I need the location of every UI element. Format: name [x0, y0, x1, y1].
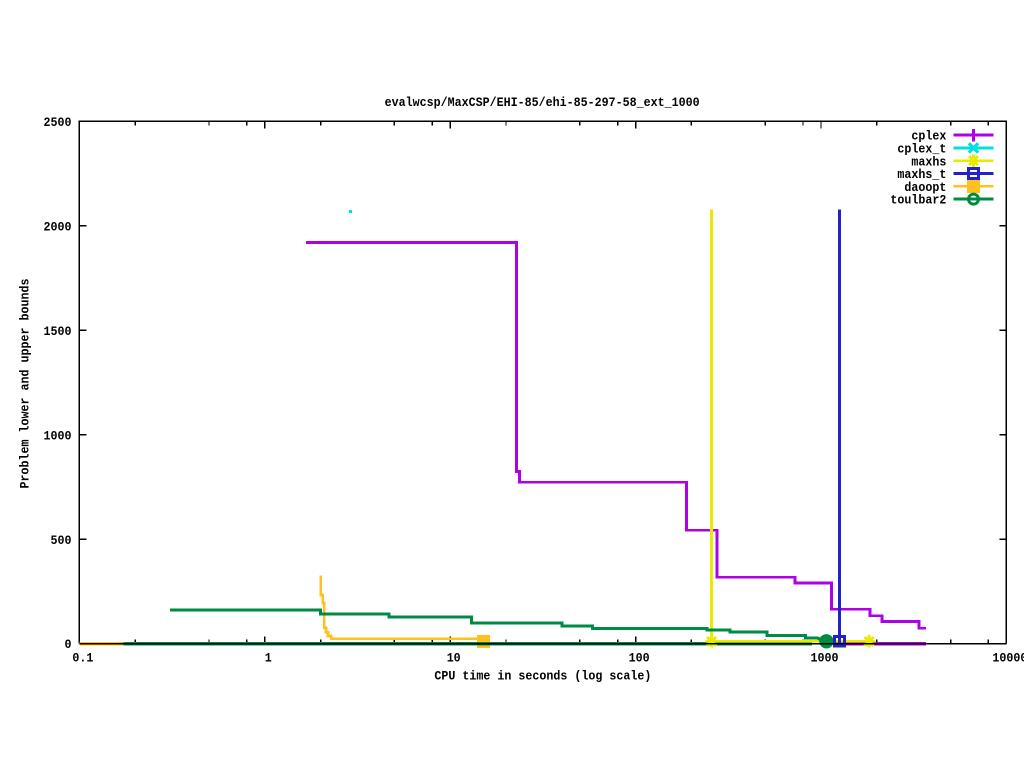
svg-text:10: 10	[447, 651, 461, 666]
svg-text:1500: 1500	[44, 324, 72, 339]
svg-text:0: 0	[65, 637, 72, 652]
svg-text:maxhs_t: maxhs_t	[897, 167, 946, 182]
svg-text:1000: 1000	[811, 651, 839, 666]
svg-text:toulbar2: toulbar2	[890, 193, 946, 208]
svg-text:1: 1	[265, 651, 272, 666]
svg-text:Problem lower and upper bounds: Problem lower and upper bounds	[17, 278, 32, 488]
svg-text:cplex_t: cplex_t	[897, 142, 946, 157]
svg-text:evalwcsp/MaxCSP/EHI-85/ehi-85-: evalwcsp/MaxCSP/EHI-85/ehi-85-297-58_ext…	[385, 95, 700, 110]
svg-text:maxhs: maxhs	[911, 154, 946, 169]
svg-text:2500: 2500	[44, 115, 72, 130]
svg-text:0.1: 0.1	[72, 651, 93, 666]
svg-text:cplex: cplex	[911, 129, 946, 144]
svg-text:2000: 2000	[44, 219, 72, 234]
svg-text:CPU time in seconds (log scale: CPU time in seconds (log scale)	[434, 668, 651, 683]
svg-text:daoopt: daoopt	[904, 180, 946, 195]
svg-text:1000: 1000	[44, 428, 72, 443]
svg-text:100: 100	[629, 651, 650, 666]
svg-text:500: 500	[51, 533, 72, 548]
